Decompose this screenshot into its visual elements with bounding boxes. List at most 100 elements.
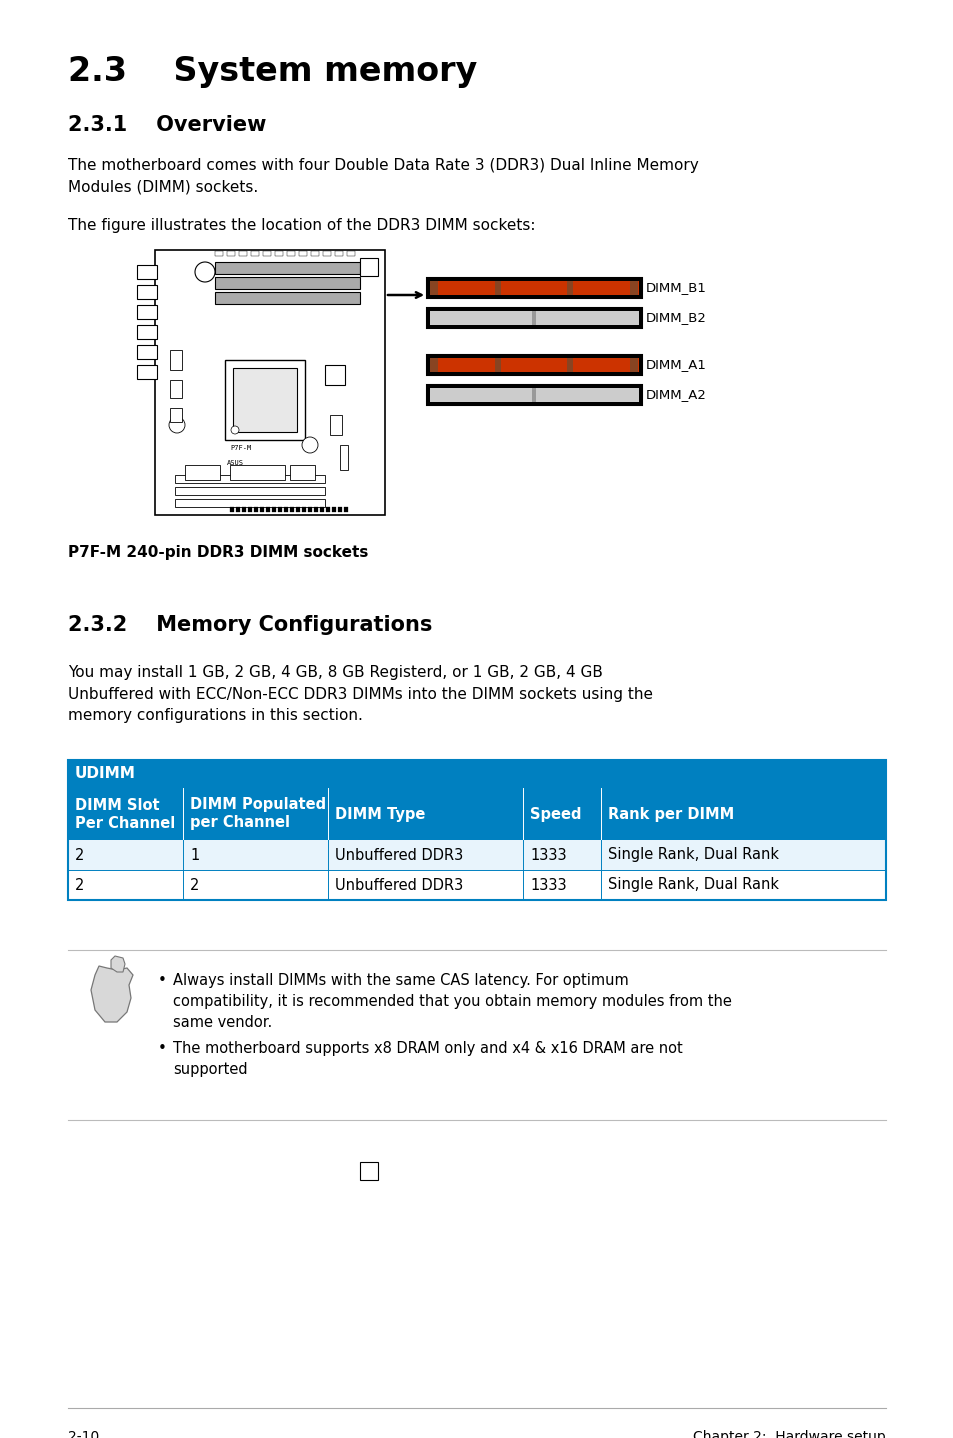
Bar — [233, 368, 296, 431]
Bar — [274, 252, 283, 256]
Bar — [430, 311, 639, 325]
Bar — [253, 508, 257, 512]
Bar — [344, 508, 348, 512]
Text: The motherboard supports x8 DRAM only and x4 & x16 DRAM are not
supported: The motherboard supports x8 DRAM only an… — [172, 1041, 682, 1077]
Bar — [430, 358, 437, 372]
Circle shape — [169, 417, 185, 433]
Bar — [170, 380, 182, 398]
Bar — [154, 250, 385, 515]
Bar — [430, 280, 437, 295]
Text: 2: 2 — [190, 877, 199, 893]
Bar — [272, 508, 275, 512]
Bar — [68, 788, 885, 840]
Bar — [137, 265, 157, 279]
Bar — [290, 508, 294, 512]
Text: Chapter 2:  Hardware setup: Chapter 2: Hardware setup — [693, 1429, 885, 1438]
Text: The motherboard comes with four Double Data Rate 3 (DDR3) Dual Inline Memory
Mod: The motherboard comes with four Double D… — [68, 158, 698, 194]
Bar — [225, 360, 305, 440]
Bar — [427, 308, 641, 328]
Bar — [214, 278, 359, 289]
Bar — [230, 464, 285, 480]
Bar — [308, 508, 312, 512]
Bar — [427, 385, 641, 406]
Bar — [230, 508, 233, 512]
Bar — [277, 508, 282, 512]
Bar — [185, 464, 220, 480]
Bar — [566, 358, 573, 372]
Text: Always install DIMMs with the same CAS latency. For optimum
compatibility, it is: Always install DIMMs with the same CAS l… — [172, 974, 731, 1030]
Text: 1333: 1333 — [530, 877, 566, 893]
Bar — [326, 508, 330, 512]
Bar — [532, 388, 536, 403]
Bar — [137, 285, 157, 299]
Bar — [235, 508, 240, 512]
Bar — [629, 280, 638, 295]
Text: 2: 2 — [75, 847, 84, 863]
Bar — [137, 365, 157, 380]
Bar — [260, 508, 264, 512]
Bar — [68, 761, 885, 788]
Text: DIMM Type: DIMM Type — [335, 807, 425, 821]
Polygon shape — [111, 956, 125, 972]
Bar — [359, 1162, 377, 1181]
Bar — [430, 358, 639, 372]
Text: UDIMM: UDIMM — [75, 766, 135, 781]
Bar — [347, 252, 355, 256]
Bar — [214, 292, 359, 303]
Bar — [325, 365, 345, 385]
Bar — [227, 252, 234, 256]
Bar — [137, 325, 157, 339]
Bar — [214, 262, 359, 275]
Text: 1: 1 — [190, 847, 199, 863]
Bar — [263, 252, 271, 256]
Text: DIMM Slot
Per Channel: DIMM Slot Per Channel — [75, 798, 175, 831]
Bar — [319, 508, 324, 512]
Text: The figure illustrates the location of the DDR3 DIMM sockets:: The figure illustrates the location of t… — [68, 219, 535, 233]
Text: Single Rank, Dual Rank: Single Rank, Dual Rank — [607, 847, 779, 863]
Circle shape — [231, 426, 239, 434]
Bar — [174, 475, 325, 483]
Bar — [629, 358, 638, 372]
Text: DIMM Populated
per Channel: DIMM Populated per Channel — [190, 798, 326, 831]
Text: DIMM_A2: DIMM_A2 — [645, 388, 706, 401]
Circle shape — [194, 262, 214, 282]
Bar — [170, 349, 182, 370]
Text: DIMM_B1: DIMM_B1 — [645, 282, 706, 295]
Bar — [251, 252, 258, 256]
Bar — [330, 416, 341, 436]
Bar — [287, 252, 294, 256]
Text: Rank per DIMM: Rank per DIMM — [607, 807, 734, 821]
Bar — [566, 280, 573, 295]
Bar — [337, 508, 341, 512]
Bar — [174, 487, 325, 495]
Text: 1333: 1333 — [530, 847, 566, 863]
Bar — [298, 252, 307, 256]
Bar — [170, 408, 182, 421]
Bar — [430, 280, 639, 295]
Text: •: • — [158, 974, 167, 988]
Bar — [248, 508, 252, 512]
Bar — [174, 499, 325, 508]
Bar — [314, 508, 317, 512]
Bar — [266, 508, 270, 512]
Bar — [427, 278, 641, 298]
Bar — [311, 252, 318, 256]
Bar — [495, 280, 500, 295]
Bar — [290, 464, 314, 480]
Bar — [323, 252, 331, 256]
Bar — [302, 508, 306, 512]
Text: Single Rank, Dual Rank: Single Rank, Dual Rank — [607, 877, 779, 893]
Circle shape — [302, 437, 317, 453]
Text: 2-10: 2-10 — [68, 1429, 99, 1438]
Bar — [359, 257, 377, 276]
Bar — [339, 444, 348, 470]
Bar — [427, 355, 641, 375]
Text: 2.3    System memory: 2.3 System memory — [68, 55, 476, 88]
Bar — [68, 761, 885, 900]
Bar — [137, 345, 157, 360]
Bar — [214, 252, 223, 256]
Text: P7F-M 240-pin DDR3 DIMM sockets: P7F-M 240-pin DDR3 DIMM sockets — [68, 545, 368, 559]
Bar — [68, 840, 885, 870]
Text: Speed: Speed — [530, 807, 581, 821]
Bar — [495, 358, 500, 372]
